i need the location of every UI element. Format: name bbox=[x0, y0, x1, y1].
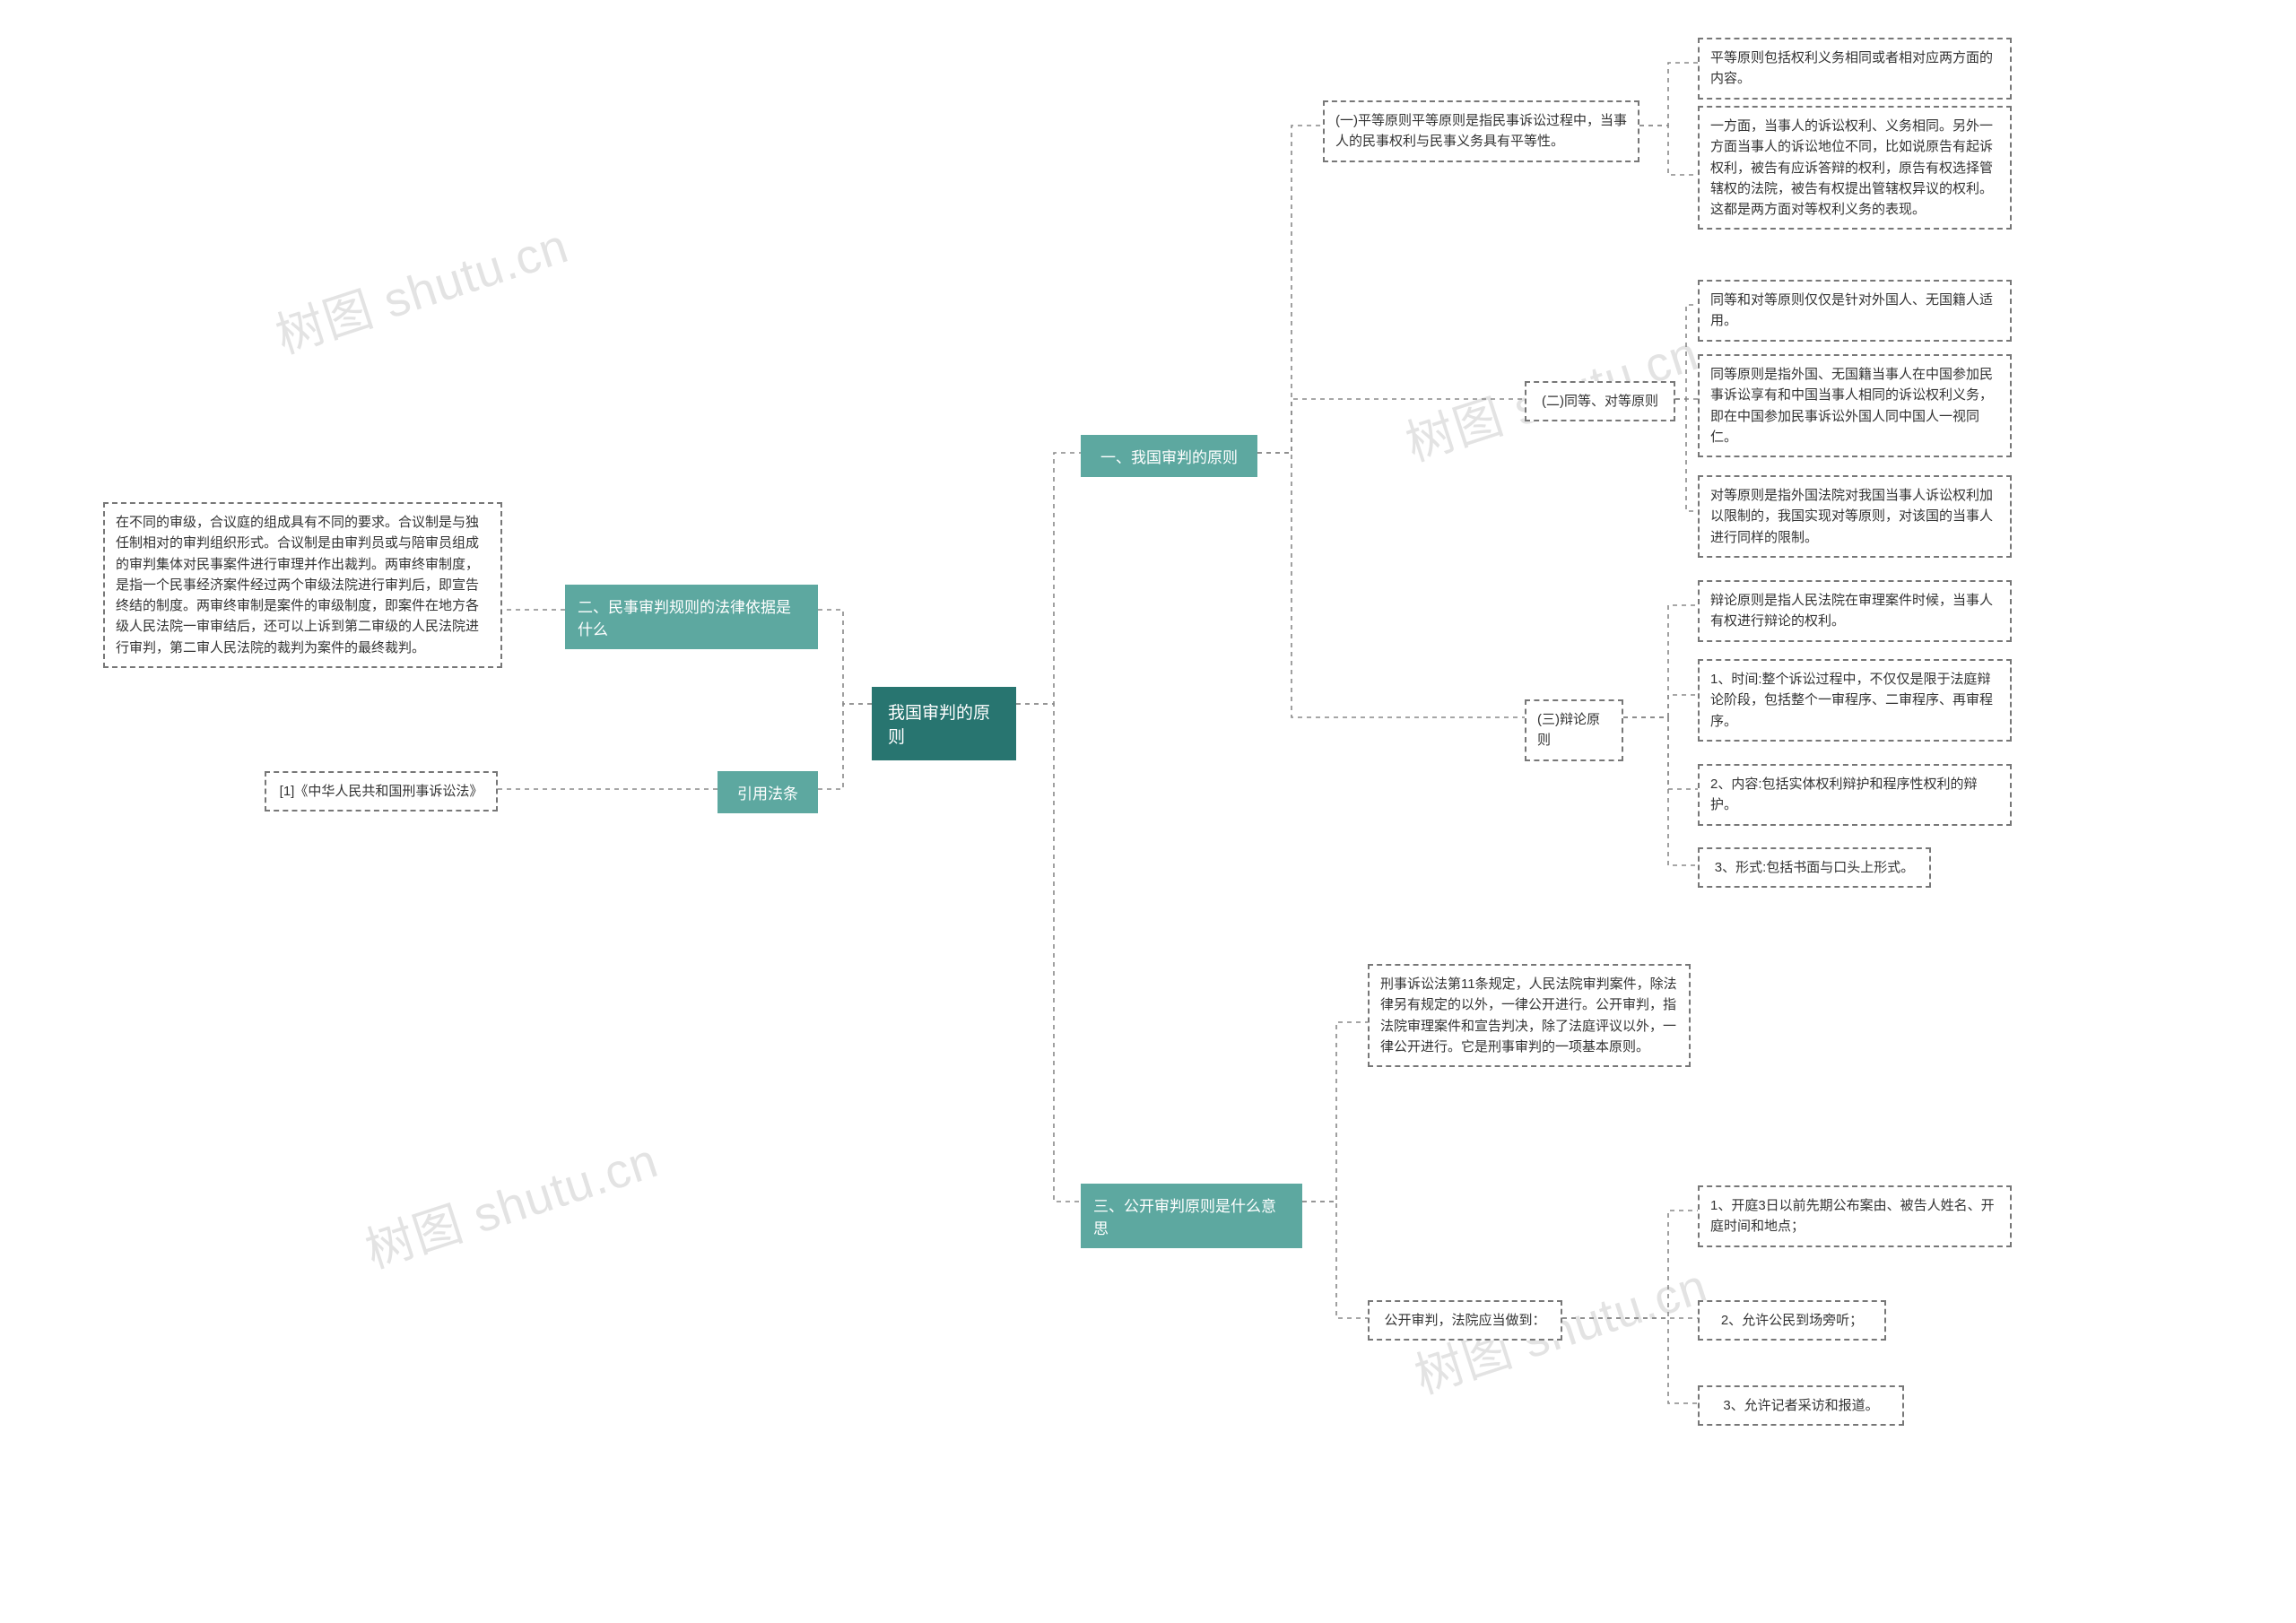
branch-section-3: 三、公开审判原则是什么意思 bbox=[1081, 1184, 1302, 1248]
leaf-3-1: 刑事诉讼法第11条规定，人民法院审判案件，除法律另有规定的以外，一律公开进行。公… bbox=[1368, 964, 1691, 1067]
leaf-1-1b: 一方面，当事人的诉讼权利、义务相同。另外一方面当事人的诉讼地位不同，比如说原告有… bbox=[1698, 106, 2012, 230]
leaf-section-2-body: 在不同的审级，合议庭的组成具有不同的要求。合议制是与独任制相对的审判组织形式。合… bbox=[103, 502, 502, 668]
leaf-1-1: (一)平等原则平等原则是指民事诉讼过程中，当事人的民事权利与民事义务具有平等性。 bbox=[1323, 100, 1639, 162]
leaf-1-3d: 3、形式:包括书面与口头上形式。 bbox=[1698, 847, 1931, 888]
branch-section-1: 一、我国审判的原则 bbox=[1081, 435, 1257, 477]
leaf-1-2a: 同等和对等原则仅仅是针对外国人、无国籍人适用。 bbox=[1698, 280, 2012, 342]
leaf-1-3c: 2、内容:包括实体权利辩护和程序性权利的辩护。 bbox=[1698, 764, 2012, 826]
leaf-1-2: (二)同等、对等原则 bbox=[1525, 381, 1675, 421]
leaf-1-3: (三)辩论原则 bbox=[1525, 699, 1623, 761]
leaf-1-3b: 1、时间:整个诉讼过程中，不仅仅是限于法庭辩论阶段，包括整个一审程序、二审程序、… bbox=[1698, 659, 2012, 742]
root-node: 我国审判的原则 bbox=[872, 687, 1016, 760]
leaf-1-2b: 同等原则是指外国、无国籍当事人在中国参加民事诉讼享有和中国当事人相同的诉讼权利义… bbox=[1698, 354, 2012, 457]
leaf-1-3a: 辩论原则是指人民法院在审理案件时候，当事人有权进行辩论的权利。 bbox=[1698, 580, 2012, 642]
leaf-3-2b: 2、允许公民到场旁听； bbox=[1698, 1300, 1886, 1341]
leaf-3-2: 公开审判，法院应当做到： bbox=[1368, 1300, 1562, 1341]
watermark: 树图 shutu.cn bbox=[265, 206, 576, 368]
leaf-3-2a: 1、开庭3日以前先期公布案由、被告人姓名、开庭时间和地点； bbox=[1698, 1185, 2012, 1247]
leaf-1-2c: 对等原则是指外国法院对我国当事人诉讼权利加以限制的，我国实现对等原则，对该国的当… bbox=[1698, 475, 2012, 558]
watermark: 树图 shutu.cn bbox=[355, 1121, 665, 1282]
branch-section-2: 二、民事审判规则的法律依据是什么 bbox=[565, 585, 818, 649]
branch-references: 引用法条 bbox=[718, 771, 818, 813]
leaf-3-2c: 3、允许记者采访和报道。 bbox=[1698, 1385, 1904, 1426]
leaf-1-1a: 平等原则包括权利义务相同或者相对应两方面的内容。 bbox=[1698, 38, 2012, 100]
leaf-reference-1: [1]《中华人民共和国刑事诉讼法》 bbox=[265, 771, 498, 812]
